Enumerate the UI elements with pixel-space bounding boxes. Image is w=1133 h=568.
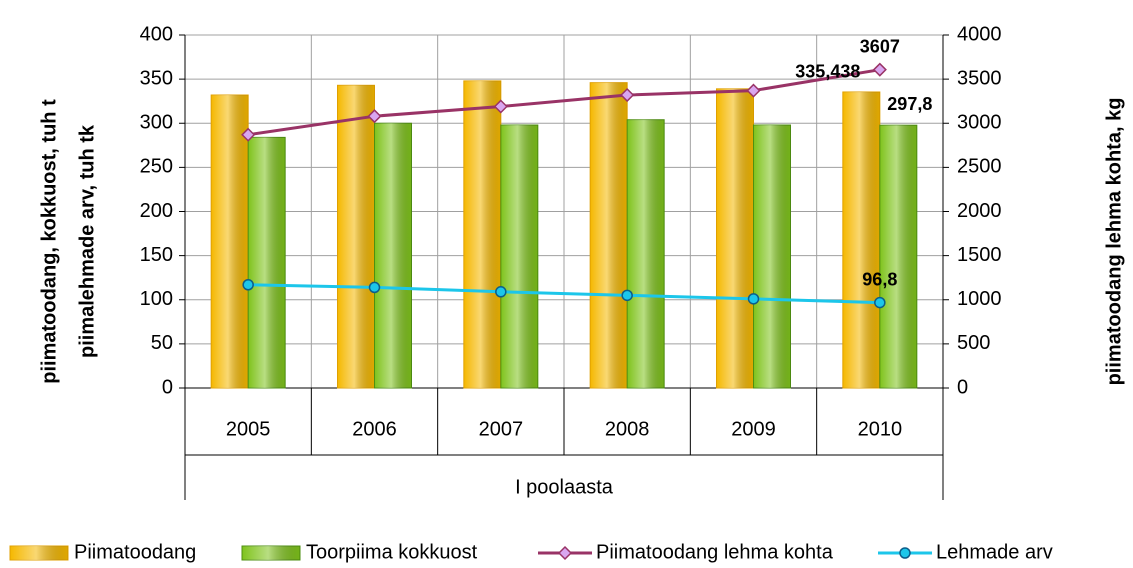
- bar-shine: [627, 119, 665, 388]
- bar-shine: [211, 95, 249, 388]
- bar-shine: [590, 82, 628, 388]
- data-label: 3607: [860, 36, 900, 56]
- x-tick-label: 2010: [858, 418, 903, 440]
- bar-shine: [842, 91, 880, 389]
- bar-shine: [879, 125, 917, 388]
- bar-shine: [716, 88, 754, 389]
- y2-tick-label: 1000: [957, 288, 1002, 310]
- marker: [621, 289, 633, 302]
- marker: [368, 281, 381, 294]
- bar-shine: [500, 125, 538, 388]
- y-tick-label: 400: [140, 23, 173, 45]
- y2-tick-label: 0: [957, 376, 968, 398]
- legend-marker: [899, 547, 911, 559]
- legend-label: Toorpiima kokkuost: [306, 541, 478, 563]
- x-tick-label: 2007: [479, 418, 524, 440]
- marker: [495, 286, 507, 298]
- y-tick-label: 50: [151, 332, 173, 354]
- line: [248, 283, 880, 305]
- data-label: 297,8: [887, 94, 932, 114]
- y-axis-title: piimatoodang, kokkuost, tuh t: [38, 99, 60, 384]
- marker: [242, 278, 254, 291]
- data-label: 96,8: [862, 269, 897, 289]
- bar-shine: [248, 137, 286, 388]
- marker: [493, 99, 508, 114]
- y-tick-label: 0: [162, 376, 173, 398]
- y2-tick-label: 2000: [957, 200, 1002, 222]
- y-tick-label: 250: [140, 156, 173, 178]
- legend-label: Piimatoodang: [74, 541, 196, 563]
- marker: [872, 62, 887, 77]
- data-label: 335,438: [795, 62, 860, 82]
- marker: [874, 296, 886, 309]
- y-tick-label: 300: [140, 112, 173, 134]
- y-tick-label: 100: [140, 288, 173, 310]
- legend-label: Piimatoodang lehma kohta: [596, 541, 834, 563]
- marker: [620, 87, 635, 103]
- x-tick-label: 2005: [226, 418, 271, 440]
- marker: [241, 127, 256, 142]
- legend-shine: [10, 546, 68, 560]
- y-tick-label: 350: [140, 67, 173, 89]
- y2-tick-label: 3000: [957, 112, 1002, 134]
- bar-shine: [374, 123, 412, 388]
- x-axis-title: I poolaasta: [515, 476, 614, 498]
- marker: [746, 83, 761, 98]
- x-tick-label: 2006: [352, 418, 397, 440]
- legend-marker: [557, 545, 573, 561]
- marker: [367, 109, 382, 124]
- y-axis-title: piimalehmade arv, tuh tk: [76, 124, 98, 358]
- y-tick-label: 150: [140, 244, 173, 266]
- y2-tick-label: 2500: [957, 156, 1002, 178]
- bar-shine: [463, 80, 501, 388]
- legend-label: Lehmade arv: [936, 541, 1053, 563]
- bar-shine: [753, 125, 791, 388]
- bar-shine: [337, 85, 375, 389]
- y2-tick-label: 3500: [957, 67, 1002, 89]
- y2-tick-label: 500: [957, 332, 990, 354]
- x-tick-label: 2008: [605, 418, 650, 440]
- y2-tick-label: 4000: [957, 23, 1002, 45]
- y2-axis-title: piimatoodang lehma kohta, kg: [1103, 98, 1125, 386]
- y2-tick-label: 1500: [957, 244, 1002, 266]
- line: [247, 68, 881, 137]
- y-tick-label: 200: [140, 200, 173, 222]
- marker: [747, 293, 760, 305]
- x-tick-label: 2009: [731, 418, 776, 440]
- legend-shine: [242, 546, 300, 560]
